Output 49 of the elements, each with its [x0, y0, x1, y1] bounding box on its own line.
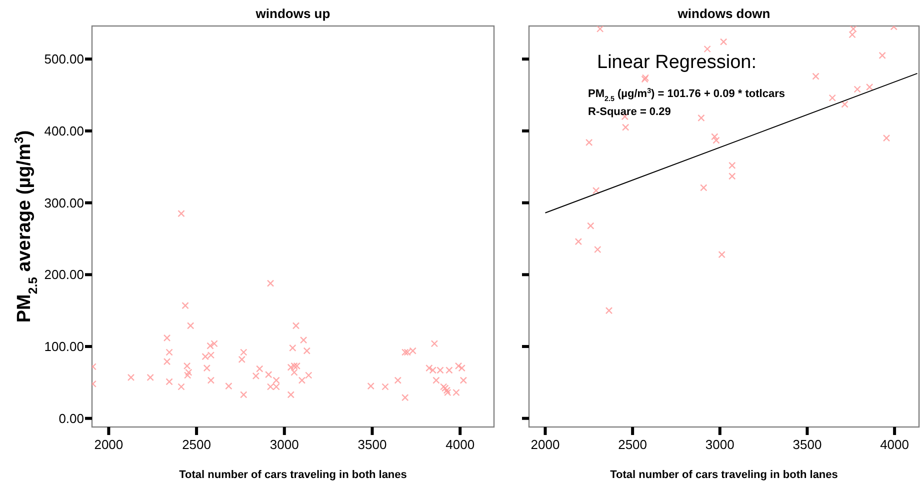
point — [854, 86, 861, 93]
point — [605, 306, 613, 314]
point — [574, 238, 582, 246]
point — [594, 246, 602, 254]
chart-title: windows up — [254, 6, 330, 21]
point — [812, 72, 820, 80]
point — [585, 138, 593, 146]
y-tick-label: 200.00 — [44, 267, 84, 282]
point — [596, 26, 604, 32]
point — [848, 31, 856, 38]
y-tick-label: 100.00 — [44, 339, 84, 354]
point — [728, 172, 736, 180]
point — [587, 222, 594, 230]
annotation: Linear Regression: — [597, 52, 756, 73]
point — [878, 52, 886, 60]
point — [622, 124, 630, 131]
x-tick-label: 2500 — [618, 437, 648, 452]
x-tick-label: 3500 — [792, 437, 822, 452]
point — [841, 100, 848, 108]
chart-title: windows down — [676, 6, 770, 21]
x-tick-label: 2500 — [182, 437, 211, 452]
point — [882, 134, 890, 142]
y-tick-label: 400.00 — [44, 123, 84, 138]
point — [700, 184, 708, 192]
y-tick-label: 500.00 — [44, 52, 84, 67]
x-tick-label: 3000 — [270, 437, 299, 452]
x-tick-label: 2000 — [530, 437, 560, 452]
x-tick-label: 4000 — [880, 437, 910, 452]
point — [698, 114, 705, 122]
point — [828, 94, 836, 102]
point — [592, 186, 600, 194]
point — [866, 83, 874, 91]
x-tick-label: 3500 — [358, 437, 387, 452]
point — [712, 136, 720, 144]
y-tick-label: 0.00 — [58, 410, 84, 426]
point — [704, 45, 711, 53]
x-axis-title: Total number of cars traveling in both lanes — [610, 469, 838, 481]
annotation: PM$_{2.5}$ (µg/m$^{3}$) = 101.76 + 0.09 * totlcars — [588, 87, 785, 103]
point — [850, 26, 857, 32]
y-tick-label: 300.00 — [44, 195, 84, 210]
annotation: R-Square = 0.29 — [588, 106, 671, 118]
point — [728, 162, 736, 170]
point — [718, 250, 726, 258]
point — [720, 38, 728, 46]
point — [711, 133, 718, 140]
x-axis-title: Total number of cars traveling in both lanes — [179, 469, 407, 481]
x-tick-label: 2000 — [94, 437, 124, 452]
x-tick-label: 4000 — [446, 437, 475, 452]
x-tick-label: 3000 — [705, 437, 734, 452]
